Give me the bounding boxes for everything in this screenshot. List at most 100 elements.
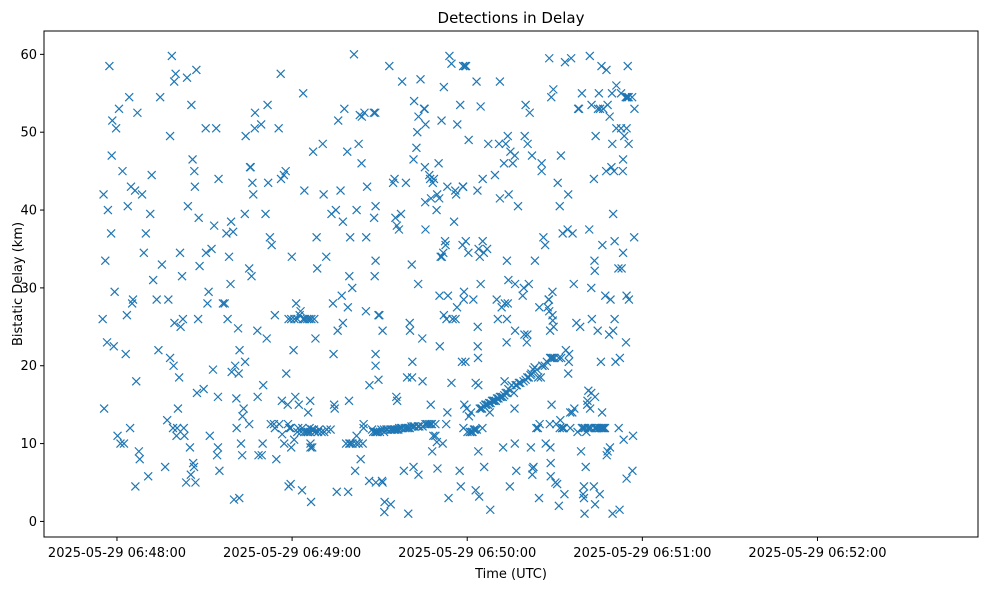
markers-layer — [98, 49, 639, 519]
data-point — [194, 213, 204, 223]
y-tick-label: 20 — [20, 359, 37, 374]
data-point — [317, 427, 326, 437]
y-tick-label: 30 — [20, 281, 37, 296]
data-point — [350, 466, 360, 476]
data-point — [627, 92, 637, 102]
data-point — [622, 291, 632, 301]
data-point — [286, 479, 296, 489]
data-point — [424, 419, 434, 429]
data-point — [306, 497, 316, 507]
data-point — [141, 228, 151, 238]
data-point — [291, 299, 301, 308]
data-point — [190, 182, 200, 192]
data-point — [622, 123, 632, 133]
data-point — [414, 470, 423, 480]
data-point — [213, 443, 223, 452]
data-point — [326, 425, 336, 434]
data-point — [204, 287, 214, 297]
data-point — [287, 252, 297, 262]
data-point — [226, 279, 235, 289]
data-point — [587, 314, 597, 324]
data-point — [460, 61, 470, 71]
data-point — [99, 190, 108, 199]
data-point — [520, 131, 530, 141]
data-point — [461, 236, 471, 246]
data-point — [565, 423, 575, 433]
data-point — [563, 190, 573, 199]
data-point — [160, 462, 170, 472]
data-point — [172, 431, 181, 441]
data-point — [220, 299, 230, 308]
data-point — [276, 174, 286, 184]
data-point — [305, 396, 315, 406]
data-point — [451, 190, 461, 199]
data-point — [630, 104, 639, 114]
data-point — [455, 100, 465, 110]
data-point — [590, 266, 600, 276]
data-point — [568, 228, 578, 238]
data-point — [171, 69, 181, 79]
data-point — [414, 112, 423, 122]
data-point — [579, 481, 589, 491]
data-point — [528, 365, 538, 375]
data-point — [610, 314, 620, 324]
data-point — [188, 155, 197, 164]
data-point — [208, 365, 218, 375]
data-point — [227, 367, 237, 377]
y-axis-title: Bistatic Delay (km) — [11, 222, 26, 346]
data-point — [619, 435, 629, 445]
data-point — [479, 462, 489, 472]
data-point — [544, 295, 554, 304]
data-point — [473, 186, 482, 196]
data-point — [538, 232, 548, 242]
data-point — [177, 271, 187, 281]
data-point — [430, 419, 440, 429]
data-point — [629, 232, 639, 242]
y-tick-label: 40 — [20, 204, 37, 219]
data-point — [593, 326, 603, 336]
data-point — [289, 345, 298, 355]
data-point — [333, 326, 343, 336]
data-point — [533, 372, 543, 382]
data-point — [231, 394, 241, 403]
data-point — [470, 425, 480, 434]
data-point — [375, 427, 385, 437]
data-point — [277, 429, 287, 439]
data-point — [521, 100, 531, 110]
data-point — [618, 166, 628, 176]
data-point — [498, 443, 508, 452]
data-point — [329, 400, 339, 410]
data-point — [577, 88, 587, 98]
data-point — [296, 306, 305, 316]
data-point — [143, 471, 153, 481]
data-point — [502, 314, 512, 324]
data-point — [274, 419, 284, 429]
data-point — [605, 112, 615, 122]
data-point — [192, 388, 202, 398]
data-point — [409, 155, 418, 164]
data-point — [555, 201, 565, 211]
data-point — [583, 423, 593, 433]
data-point — [201, 123, 211, 133]
data-point — [509, 388, 519, 398]
data-point — [345, 232, 355, 242]
y-tick-label: 0 — [29, 515, 37, 530]
data-point — [474, 244, 484, 254]
data-point — [312, 264, 322, 273]
data-point — [622, 474, 632, 484]
data-point — [386, 499, 396, 509]
data-point — [380, 497, 390, 507]
data-point — [557, 423, 567, 433]
data-point — [123, 201, 133, 211]
data-point — [294, 400, 304, 410]
data-point — [135, 454, 145, 464]
data-point — [157, 260, 167, 269]
data-point — [548, 84, 558, 94]
data-point — [254, 450, 263, 460]
data-point — [240, 209, 250, 219]
data-point — [168, 423, 178, 433]
data-point — [359, 423, 369, 433]
data-point — [169, 361, 179, 371]
data-point — [203, 299, 212, 308]
data-point — [128, 295, 138, 304]
